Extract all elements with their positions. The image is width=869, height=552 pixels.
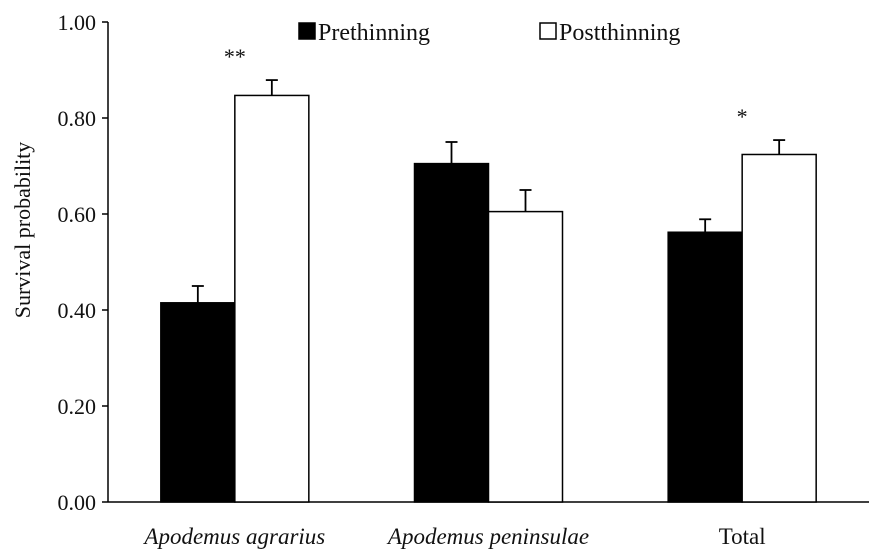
bar-postthinning-2 [487, 210, 564, 503]
y-tick-label: 0.00 [58, 490, 97, 515]
y-tick-label: 0.40 [58, 298, 97, 323]
legend: Prethinning Postthinning [298, 20, 680, 46]
bar-prethinning-1 [160, 302, 236, 503]
y-tick-label: 0.60 [58, 202, 97, 227]
significance-markers: *** [224, 44, 748, 129]
x-category-label: Total [719, 524, 766, 549]
bar-postthinning-1 [234, 94, 310, 503]
y-tick-label: 1.00 [58, 10, 97, 35]
significance-marker: ** [224, 44, 246, 69]
legend-label-postthinning: Postthinning [559, 20, 680, 46]
category-labels: Apodemus agrarius Apodemus peninsulae Tota… [142, 524, 765, 549]
y-tick-label: 0.20 [58, 394, 97, 419]
bar-prethinning-2 [413, 162, 490, 503]
bar-prethinning-3 [667, 231, 743, 503]
bars [160, 94, 817, 503]
legend-swatch-prethinning [298, 22, 316, 40]
x-category-label: Apodemus agrarius [142, 524, 325, 549]
significance-marker: * [737, 104, 748, 129]
error-bars [191, 79, 786, 303]
y-tick-label: 0.80 [58, 106, 97, 131]
legend-label-prethinning: Prethinning [318, 20, 430, 46]
y-axis-title: Survival probability [10, 142, 35, 319]
x-category-label: Apodemus peninsulae [386, 524, 589, 549]
legend-swatch-postthinning [539, 22, 557, 40]
bar-postthinning-3 [741, 153, 817, 503]
y-axis: 0.00 0.20 0.40 0.60 0.80 1.00 [58, 10, 109, 515]
